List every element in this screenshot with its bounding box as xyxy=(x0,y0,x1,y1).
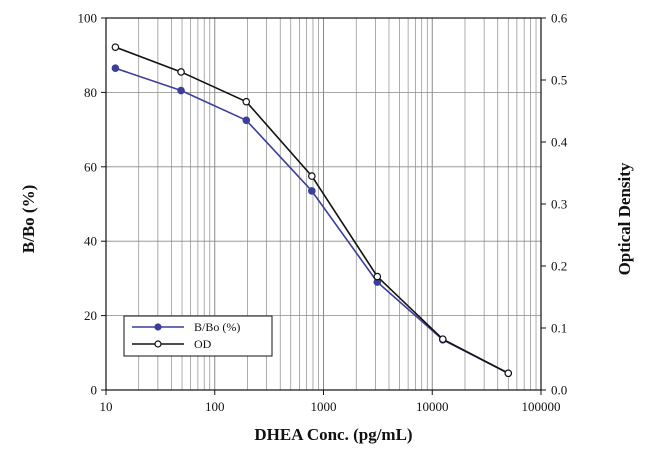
y2-tick-label: 0.1 xyxy=(551,321,567,336)
data-point-0 xyxy=(308,187,316,195)
y2-tick-label: 0.2 xyxy=(551,259,567,274)
y-tick-label: 20 xyxy=(84,308,97,323)
x-axis-title: DHEA Conc. (pg/mL) xyxy=(254,425,412,444)
data-point-1 xyxy=(373,272,382,281)
data-point-1 xyxy=(438,335,447,343)
data-point-0 xyxy=(177,86,185,95)
right-axis: 0.0 0.1 0.2 0.3 0.4 0.5 0.6 xyxy=(541,11,568,398)
x-tick-label: 10000 xyxy=(416,399,449,414)
series-layer xyxy=(111,43,513,378)
y-tick-label: 80 xyxy=(84,85,97,100)
y2-tick-label: 0.5 xyxy=(551,73,567,88)
y-tick-label: 0 xyxy=(91,383,98,398)
data-point-0 xyxy=(111,64,120,73)
legend-label-0: B/Bo (%) xyxy=(194,320,240,334)
data-point-1 xyxy=(242,97,251,106)
y-tick-label: 100 xyxy=(78,11,98,26)
y-axis-title: B/Bo (%) xyxy=(19,185,38,253)
legend-marker-0 xyxy=(154,323,162,331)
data-point-0 xyxy=(242,116,251,125)
data-point-1 xyxy=(177,68,185,76)
x-axis: 10 100 1000 10000 100000 xyxy=(100,390,561,414)
y2-axis-title: Optical Density xyxy=(615,162,634,275)
x-tick-label: 100000 xyxy=(522,399,561,414)
x-tick-label: 10 xyxy=(100,399,113,414)
y2-tick-label: 0.3 xyxy=(551,197,567,212)
y-tick-label: 60 xyxy=(84,159,97,174)
x-tick-label: 100 xyxy=(205,399,225,414)
legend-box xyxy=(123,315,273,357)
y2-tick-label: 0.6 xyxy=(551,11,568,26)
y-tick-label: 40 xyxy=(84,234,97,249)
left-axis: 0 20 40 60 80 100 xyxy=(78,11,106,398)
data-point-1 xyxy=(111,43,120,51)
legend-label-1: OD xyxy=(194,337,212,351)
legend-marker-1 xyxy=(154,340,162,348)
y2-tick-label: 0.4 xyxy=(551,135,568,150)
data-point-1 xyxy=(504,369,513,378)
y2-tick-label: 0.0 xyxy=(551,383,567,398)
data-point-1 xyxy=(308,172,316,180)
legend: B/Bo (%) OD xyxy=(123,315,273,357)
x-tick-label: 1000 xyxy=(311,399,337,414)
